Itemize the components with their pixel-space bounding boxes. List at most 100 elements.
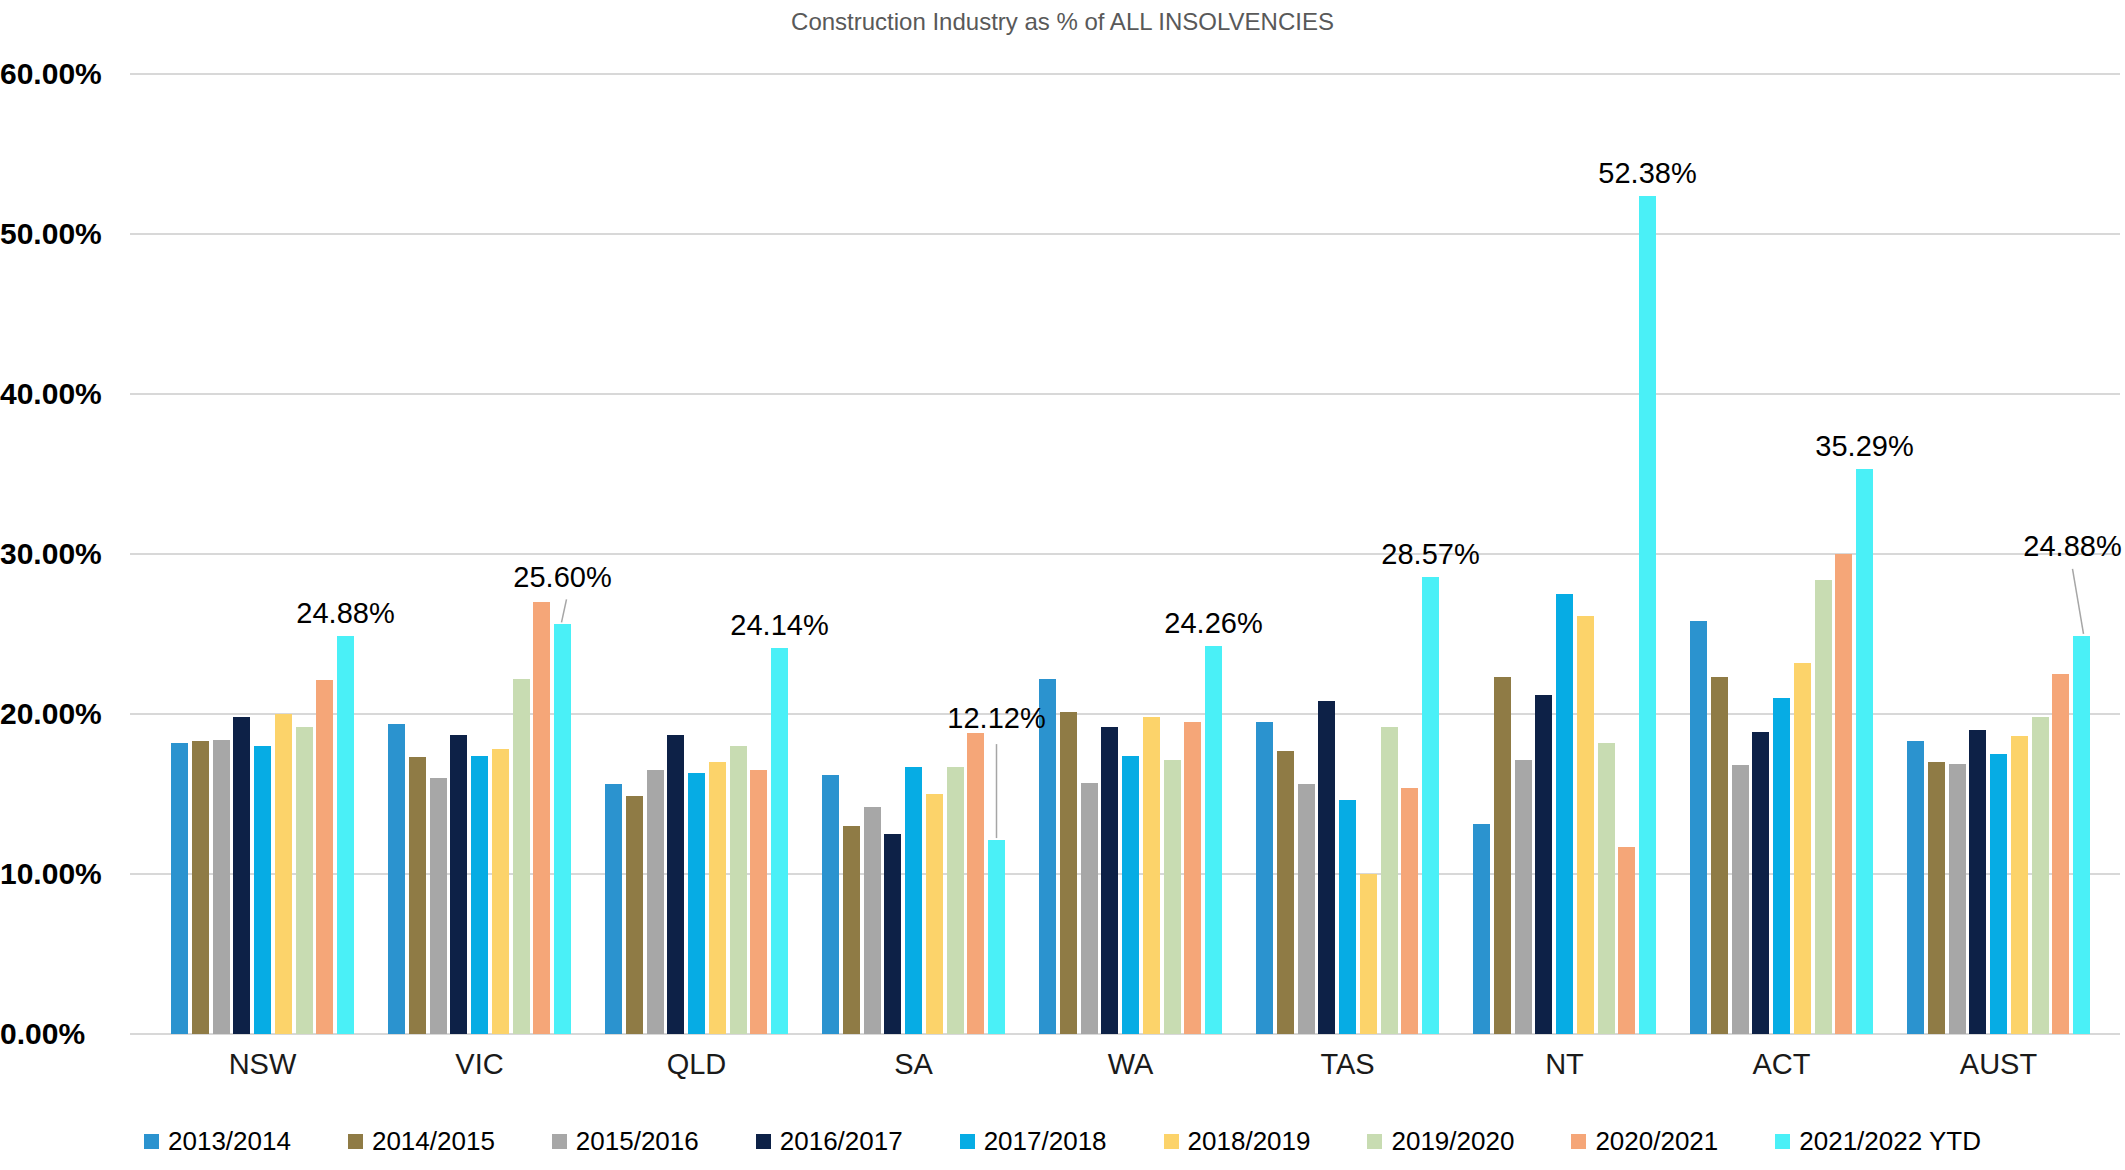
bar-sa-2020-2021: [967, 733, 984, 1034]
bar-wa-2015-2016: [1081, 783, 1098, 1034]
legend-label: 2019/2020: [1391, 1126, 1514, 1157]
x-tick-label-qld: QLD: [605, 1048, 788, 1081]
bar-group-nt: [1473, 74, 1656, 1034]
chart-legend: 2013/2014 2014/2015 2015/2016 2016/2017 2017…: [0, 1118, 2125, 1164]
bar-nsw-2018-2019: [275, 714, 292, 1034]
bar-wa-2018-2019: [1143, 717, 1160, 1034]
data-label-qld: 24.14%: [730, 609, 828, 642]
bar-nsw-2017-2018: [254, 746, 271, 1034]
bar-nt-2015-2016: [1515, 760, 1532, 1034]
bar-act-2017-2018: [1773, 698, 1790, 1034]
bar-qld-2019-2020: [730, 746, 747, 1034]
bar-group-act: [1690, 74, 1873, 1034]
bar-nt-2017-2018: [1556, 594, 1573, 1034]
data-label-tas: 28.57%: [1381, 538, 1479, 571]
legend-item-2017-2018: 2017/2018: [960, 1126, 1107, 1157]
data-label-act: 35.29%: [1815, 430, 1913, 463]
bar-group-qld: [605, 74, 788, 1034]
x-tick-label-sa: SA: [822, 1048, 1005, 1081]
legend-swatch-icon: [144, 1134, 159, 1149]
data-label-wa: 24.26%: [1164, 607, 1262, 640]
plot-area: 24.88%25.60%24.14%12.12%24.26%28.57%52.3…: [130, 74, 2120, 1034]
legend-label: 2016/2017: [780, 1126, 903, 1157]
bar-vic-2014-2015: [409, 757, 426, 1034]
bar-sa-2014-2015: [843, 826, 860, 1034]
bar-tas-2015-2016: [1298, 784, 1315, 1034]
bar-nt-2018-2019: [1577, 616, 1594, 1034]
data-label-nt: 52.38%: [1598, 157, 1696, 190]
legend-swatch-icon: [552, 1134, 567, 1149]
bar-sa-2016-2017: [884, 834, 901, 1034]
bar-group-wa: [1039, 74, 1222, 1034]
x-tick-label-act: ACT: [1690, 1048, 1873, 1081]
bar-vic-2021-2022-ytd: [554, 624, 571, 1034]
bar-act-2014-2015: [1711, 677, 1728, 1034]
x-tick-label-aust: AUST: [1907, 1048, 2090, 1081]
bar-wa-2017-2018: [1122, 756, 1139, 1034]
y-tick-label: 30.00%: [0, 537, 118, 571]
bar-wa-2021-2022-ytd: [1205, 646, 1222, 1034]
bar-sa-2017-2018: [905, 767, 922, 1034]
legend-swatch-icon: [1775, 1134, 1790, 1149]
bar-nsw-2019-2020: [296, 727, 313, 1034]
bar-vic-2017-2018: [471, 756, 488, 1034]
bar-aust-2021-2022-ytd: [2073, 636, 2090, 1034]
legend-item-2018-2019: 2018/2019: [1164, 1126, 1311, 1157]
bar-group-vic: [388, 74, 571, 1034]
bar-act-2013-2014: [1690, 621, 1707, 1034]
bar-wa-2020-2021: [1184, 722, 1201, 1034]
bar-nt-2013-2014: [1473, 824, 1490, 1034]
legend-swatch-icon: [1367, 1134, 1382, 1149]
bar-wa-2019-2020: [1164, 760, 1181, 1034]
data-label-sa: 12.12%: [947, 702, 1045, 735]
bar-nsw-2021-2022-ytd: [337, 636, 354, 1034]
y-tick-label: 50.00%: [0, 217, 118, 251]
bar-sa-2013-2014: [822, 775, 839, 1034]
bar-aust-2019-2020: [2032, 717, 2049, 1034]
bar-qld-2015-2016: [647, 770, 664, 1034]
bar-vic-2015-2016: [430, 778, 447, 1034]
data-label-nsw: 24.88%: [296, 597, 394, 630]
bar-qld-2014-2015: [626, 796, 643, 1034]
bar-wa-2016-2017: [1101, 727, 1118, 1034]
bar-aust-2013-2014: [1907, 741, 1924, 1034]
bar-vic-2018-2019: [492, 749, 509, 1034]
bar-nt-2014-2015: [1494, 677, 1511, 1034]
legend-item-2020-2021: 2020/2021: [1571, 1126, 1718, 1157]
bar-sa-2019-2020: [947, 767, 964, 1034]
bar-act-2020-2021: [1835, 554, 1852, 1034]
legend-label: 2014/2015: [372, 1126, 495, 1157]
bar-nsw-2016-2017: [233, 717, 250, 1034]
bar-qld-2016-2017: [667, 735, 684, 1034]
bar-tas-2013-2014: [1256, 722, 1273, 1034]
legend-swatch-icon: [1164, 1134, 1179, 1149]
bar-aust-2015-2016: [1949, 764, 1966, 1034]
bar-tas-2017-2018: [1339, 800, 1356, 1034]
legend-item-2015-2016: 2015/2016: [552, 1126, 699, 1157]
y-tick-label: 10.00%: [0, 857, 118, 891]
bar-tas-2019-2020: [1381, 727, 1398, 1034]
bar-sa-2021-2022-ytd: [988, 840, 1005, 1034]
legend-label: 2013/2014: [168, 1126, 291, 1157]
y-tick-label: 20.00%: [0, 697, 118, 731]
bar-aust-2020-2021: [2052, 674, 2069, 1034]
data-label-aust: 24.88%: [2023, 530, 2121, 563]
x-tick-label-wa: WA: [1039, 1048, 1222, 1081]
bar-act-2018-2019: [1794, 663, 1811, 1034]
bar-aust-2017-2018: [1990, 754, 2007, 1034]
bar-tas-2020-2021: [1401, 788, 1418, 1034]
bar-group-sa: [822, 74, 1005, 1034]
bar-qld-2021-2022-ytd: [771, 648, 788, 1034]
bar-nsw-2015-2016: [213, 740, 230, 1034]
bar-sa-2018-2019: [926, 794, 943, 1034]
bar-vic-2013-2014: [388, 724, 405, 1034]
legend-swatch-icon: [1571, 1134, 1586, 1149]
legend-label: 2018/2019: [1188, 1126, 1311, 1157]
x-tick-label-nsw: NSW: [171, 1048, 354, 1081]
x-tick-label-nt: NT: [1473, 1048, 1656, 1081]
bar-vic-2019-2020: [513, 679, 530, 1034]
y-tick-label: 0.00%: [0, 1017, 118, 1051]
insolvency-bar-chart: Construction Industry as % of ALL INSOLV…: [0, 0, 2125, 1170]
bar-nsw-2014-2015: [192, 741, 209, 1034]
legend-label: 2020/2021: [1595, 1126, 1718, 1157]
